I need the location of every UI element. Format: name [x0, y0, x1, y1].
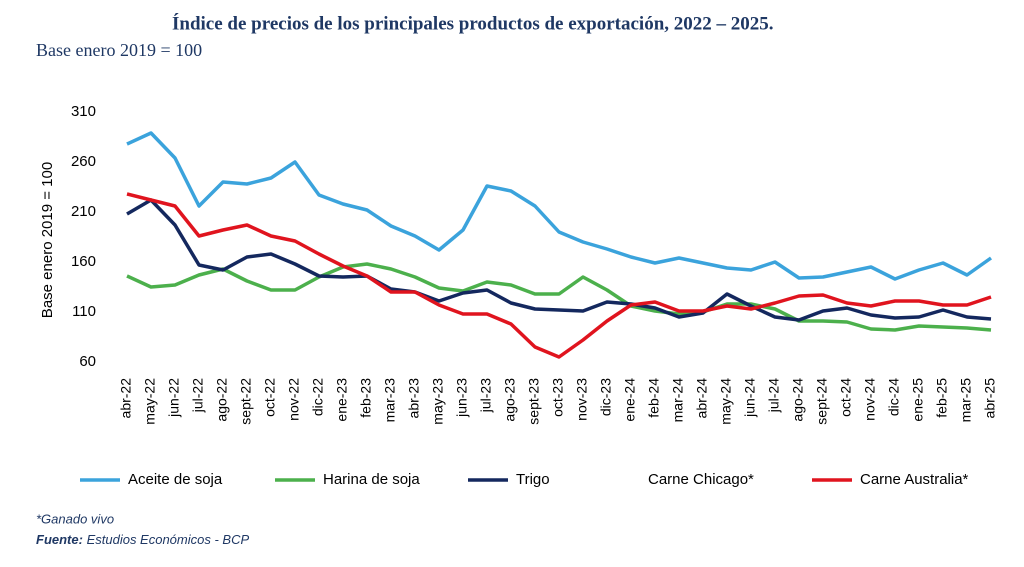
x-tick-label: ene-24 — [622, 378, 638, 422]
y-axis-label: Base enero 2019 = 100 — [39, 162, 56, 318]
x-tick-label: jun-24 — [742, 378, 758, 418]
x-tick-label: may-23 — [430, 378, 446, 425]
x-tick-label: sept-23 — [526, 378, 542, 425]
x-tick-label: jun-22 — [166, 378, 182, 418]
note: *Ganado vivo — [36, 511, 114, 526]
x-tick-label: jul-23 — [478, 378, 494, 413]
x-tick-label: mar-23 — [382, 378, 398, 423]
x-tick-label: abr-25 — [982, 378, 998, 419]
x-tick-label: nov-24 — [862, 378, 878, 421]
x-tick-label: ago-23 — [502, 378, 518, 422]
chart-title: Índice de precios de los principales pro… — [172, 12, 774, 34]
x-tick-label: ago-24 — [790, 378, 806, 422]
x-tick-label: oct-23 — [550, 378, 566, 417]
x-tick-label: nov-23 — [574, 378, 590, 421]
legend-label: Aceite de soja — [128, 471, 223, 488]
y-tick-label: 160 — [71, 253, 96, 270]
x-tick-label: ene-25 — [910, 378, 926, 422]
source: Fuente: Estudios Económicos - BCP — [36, 532, 249, 547]
chart-subtitle: Base enero 2019 = 100 — [36, 40, 202, 60]
x-tick-label: dic-24 — [886, 378, 902, 416]
x-tick-label: mar-25 — [958, 378, 974, 423]
x-tick-label: feb-25 — [934, 378, 950, 418]
series-line — [126, 262, 992, 332]
legend-label: Harina de soja — [323, 471, 420, 488]
x-tick-label: feb-24 — [646, 378, 662, 418]
x-tick-label: sept-22 — [238, 378, 254, 425]
x-tick-label: abr-24 — [694, 378, 710, 419]
y-tick-label: 110 — [72, 303, 96, 320]
y-tick-label: 60 — [79, 353, 96, 370]
x-tick-label: dic-23 — [598, 378, 614, 416]
y-tick-label: 310 — [71, 103, 96, 120]
x-tick-label: nov-22 — [286, 378, 302, 421]
x-tick-label: jun-23 — [454, 378, 470, 418]
x-tick-label: abr-22 — [118, 378, 134, 419]
series-line — [126, 131, 993, 281]
x-tick-label: sept-24 — [814, 378, 830, 425]
y-tick-label: 260 — [71, 153, 96, 170]
x-tick-label: feb-23 — [358, 378, 374, 418]
x-tick-label: dic-22 — [310, 378, 326, 416]
x-tick-label: abr-23 — [406, 378, 422, 419]
y-tick-label: 210 — [71, 203, 96, 220]
legend-label: Carne Chicago* — [648, 471, 754, 488]
legend-label: Trigo — [516, 471, 550, 488]
series-line — [126, 198, 992, 322]
x-tick-label: oct-24 — [838, 378, 854, 417]
legend-label: Carne Australia* — [860, 471, 969, 488]
x-tick-label: jul-22 — [190, 378, 206, 413]
series-line — [126, 192, 992, 359]
x-tick-label: ene-23 — [334, 378, 350, 422]
source-text: Estudios Económicos - BCP — [87, 532, 250, 547]
x-tick-label: ago-22 — [214, 378, 230, 422]
x-tick-label: mar-24 — [670, 378, 686, 423]
x-tick-label: jul-24 — [766, 378, 782, 413]
x-tick-label: may-24 — [718, 378, 734, 425]
x-tick-label: oct-22 — [262, 378, 278, 417]
x-tick-label: may-22 — [142, 378, 158, 425]
source-label: Fuente: — [36, 532, 83, 547]
